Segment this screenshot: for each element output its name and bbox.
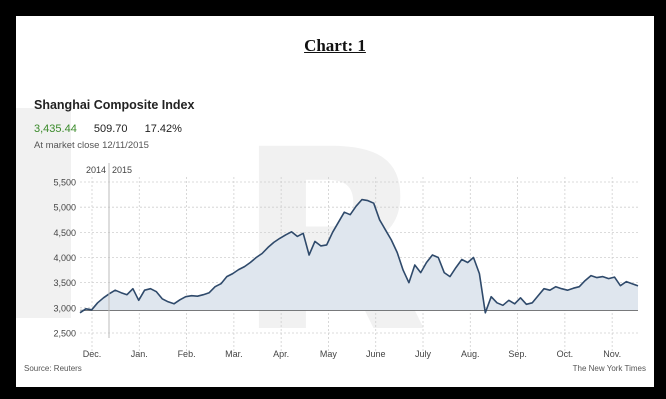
y-tick-label: 4,000: [53, 253, 76, 263]
x-tick-label: Mar.: [225, 349, 243, 359]
x-tick-label: Jan.: [131, 349, 148, 359]
market-close-label: At market close 12/11/2015: [34, 140, 149, 151]
x-tick-label: June: [366, 349, 386, 359]
source-label: Source: Reuters: [24, 364, 82, 373]
x-tick-label: Sep.: [508, 349, 527, 359]
index-change: 509.70: [93, 123, 128, 135]
series-area: [80, 199, 638, 313]
x-tick-label: Aug.: [461, 349, 480, 359]
x-tick-label: Feb.: [178, 349, 196, 359]
index-price: 3,435.44: [34, 123, 77, 135]
y-tick-label: 4,500: [53, 228, 76, 238]
chart-svg: 2014 2015 2,500 3,000 3,500 4,000 4,500 5,000…: [53, 163, 639, 359]
y-tick-label: 2,500: [53, 328, 76, 338]
index-stats: 3,435.44 509.70 17.42%: [34, 123, 182, 135]
x-tick-label: Dec.: [83, 349, 102, 359]
x-tick-label: July: [415, 349, 432, 359]
x-tick-label: Nov.: [603, 349, 621, 359]
watermark-bar: [16, 108, 71, 318]
index-change-pct: 17.42%: [144, 123, 182, 135]
y-tick-label: 5,500: [53, 178, 76, 188]
y-tick-label: 3,000: [53, 303, 76, 313]
chart-panel: R Chart: 1 Shanghai Composite Index 3,43…: [14, 14, 656, 389]
credit-label: The New York Times: [572, 364, 646, 373]
chart-heading: Chart: 1: [304, 36, 366, 55]
axis-labels: 2,500 3,000 3,500 4,000 4,500 5,000 5,500 Dec. J…: [53, 178, 621, 359]
year-label-2015: 2015: [112, 165, 132, 175]
y-tick-label: 5,000: [53, 203, 76, 213]
series-line: [79, 198, 639, 314]
grid-layer: [80, 177, 638, 352]
x-tick-label: May: [320, 349, 338, 359]
x-tick-label: Apr.: [273, 349, 289, 359]
index-title: Shanghai Composite Index: [34, 98, 195, 112]
y-tick-label: 3,500: [53, 278, 76, 288]
year-label-2014: 2014: [86, 165, 106, 175]
x-tick-label: Oct.: [557, 349, 574, 359]
